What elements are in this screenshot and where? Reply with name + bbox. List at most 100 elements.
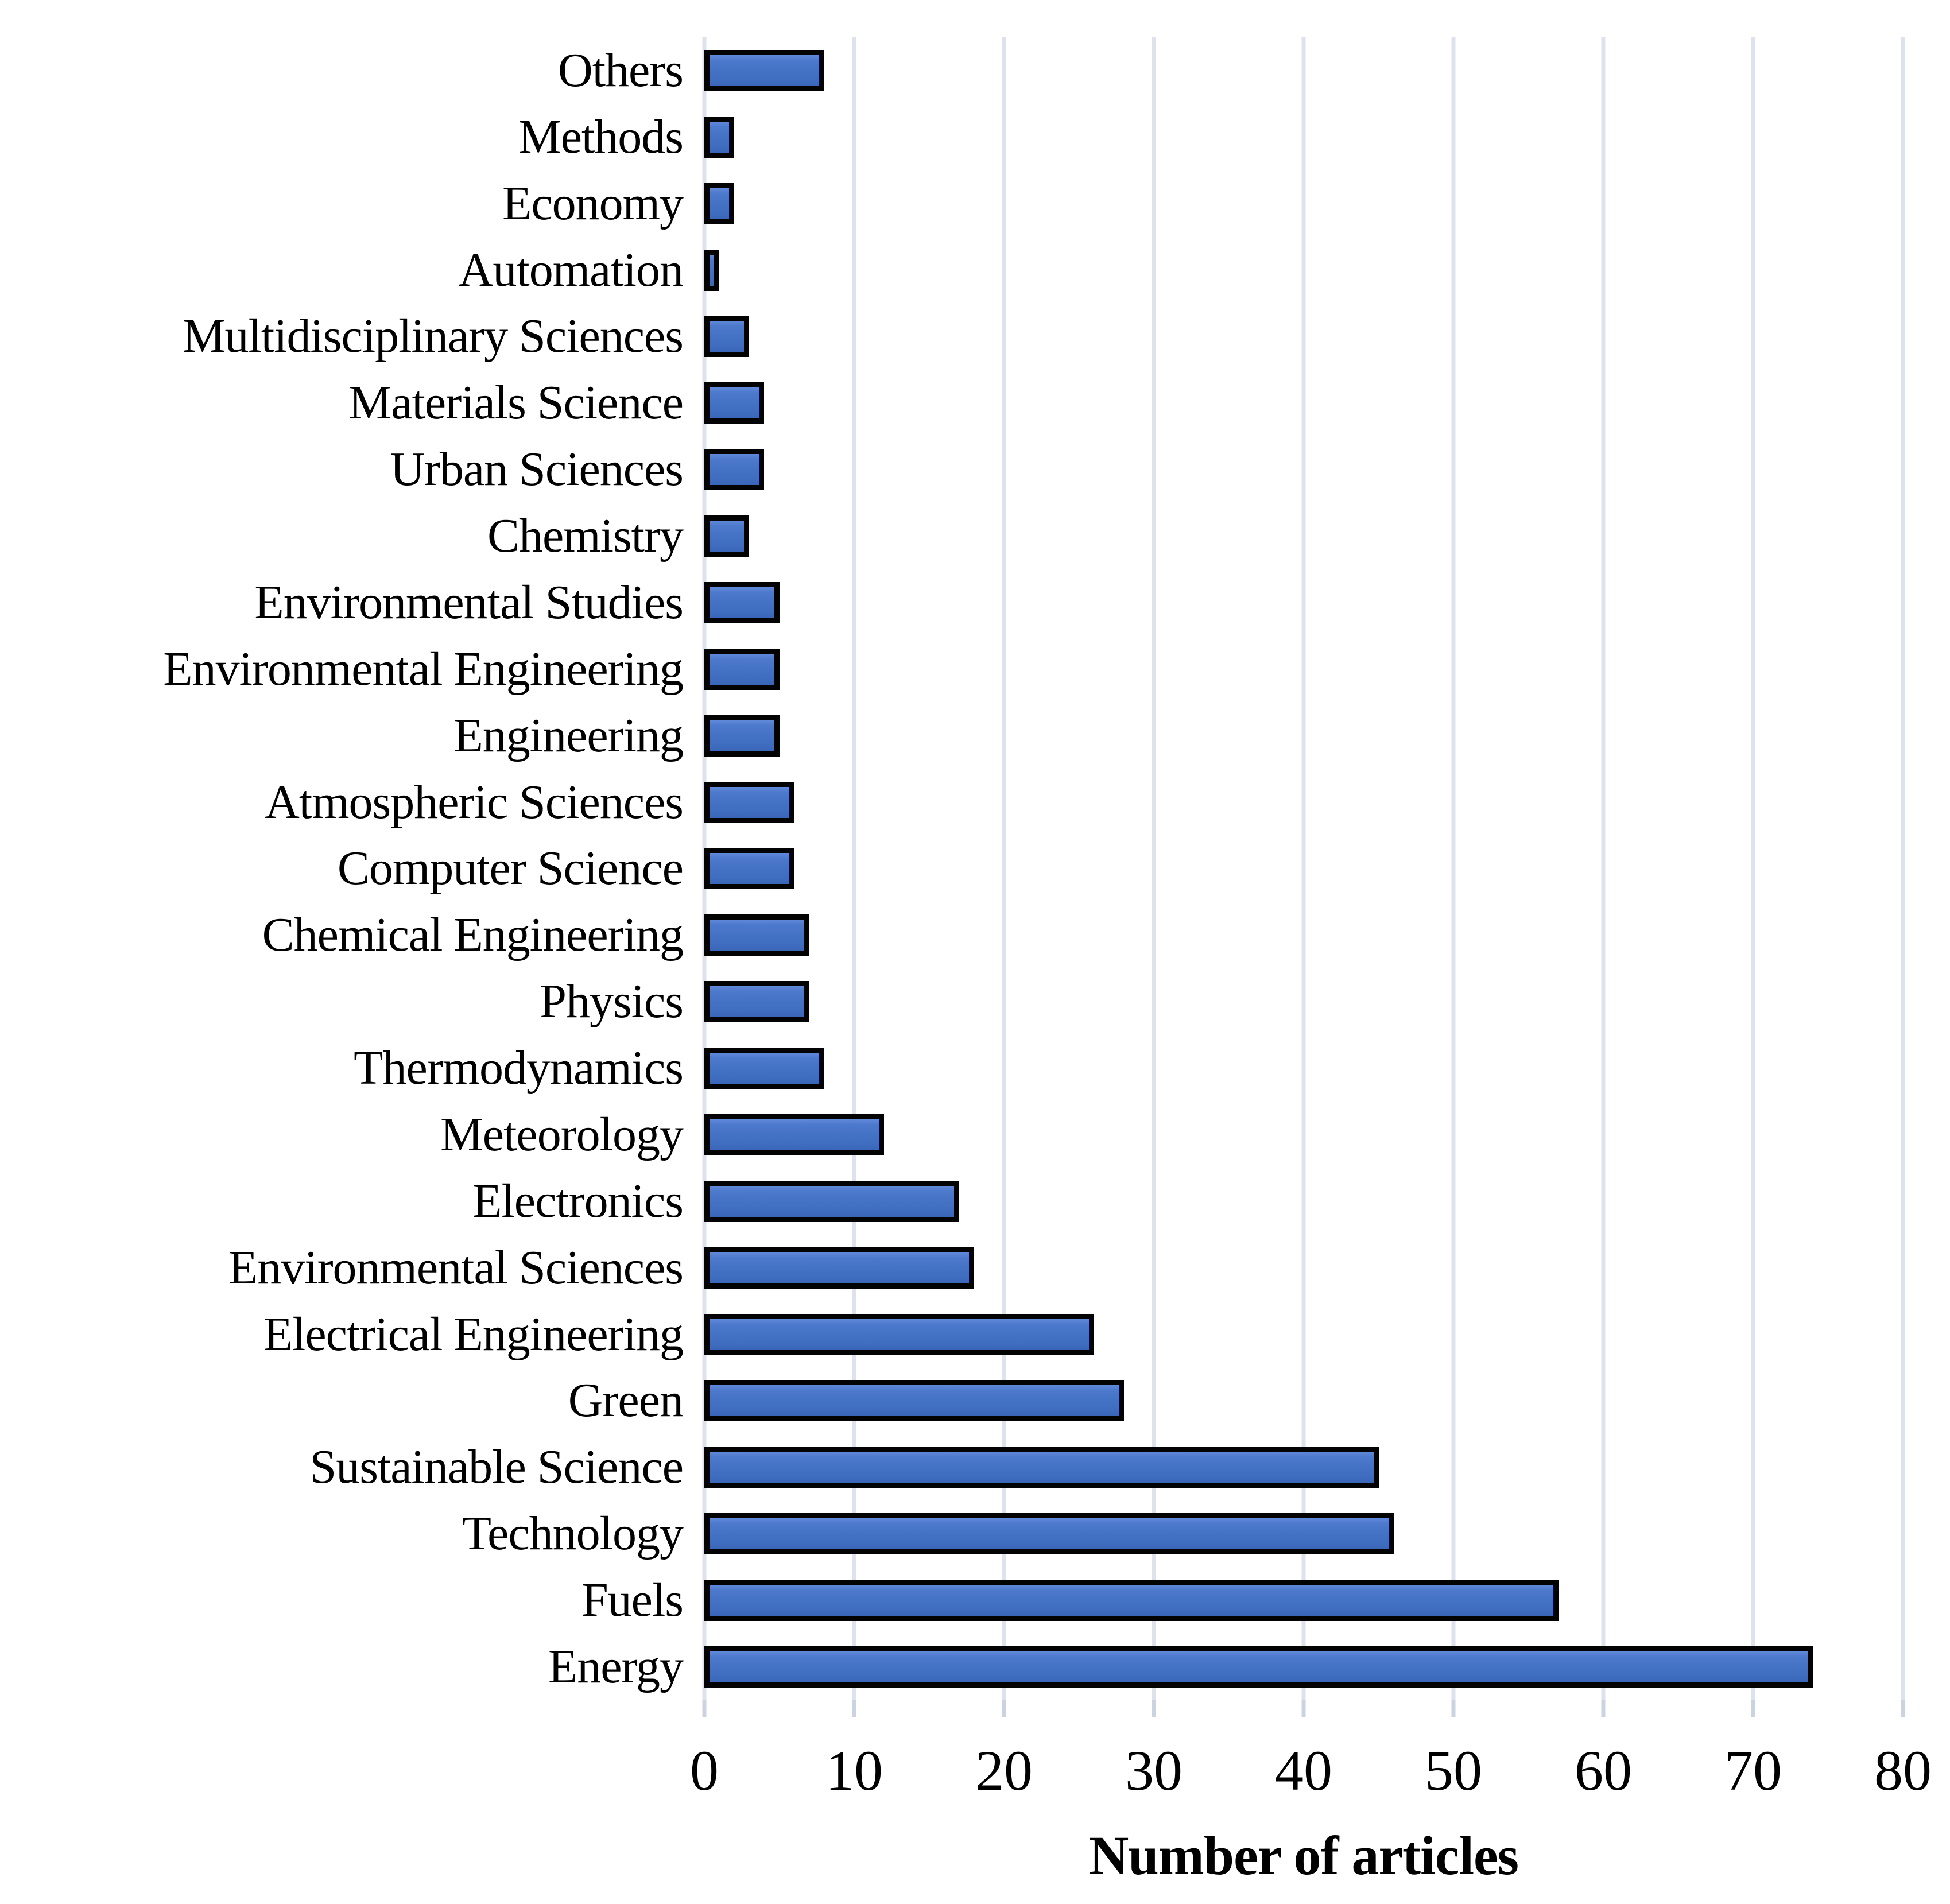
bar bbox=[704, 316, 750, 358]
bar bbox=[704, 648, 780, 690]
label-row: Chemistry bbox=[0, 503, 684, 569]
bar-row bbox=[704, 1235, 1903, 1301]
category-label: Urban Sciences bbox=[390, 443, 684, 497]
label-row: Others bbox=[0, 37, 684, 104]
label-row: Physics bbox=[0, 968, 684, 1035]
axis-tick-mark bbox=[852, 1700, 856, 1717]
bar-row bbox=[704, 1301, 1903, 1368]
axis-tick-mark bbox=[1301, 1700, 1306, 1717]
category-label: Engineering bbox=[453, 708, 684, 762]
label-row: Environmental Sciences bbox=[0, 1235, 684, 1301]
category-label: Environmental Studies bbox=[254, 575, 684, 629]
bar bbox=[704, 449, 765, 491]
category-label: Fuels bbox=[581, 1573, 684, 1627]
label-row: Sustainable Science bbox=[0, 1434, 684, 1500]
bar bbox=[704, 1380, 1124, 1422]
bar-row bbox=[704, 1035, 1903, 1102]
plot-area bbox=[702, 37, 1905, 1717]
label-row: Engineering bbox=[0, 703, 684, 769]
gridline bbox=[1002, 37, 1006, 1700]
label-row: Electronics bbox=[0, 1168, 684, 1235]
bar bbox=[704, 581, 780, 623]
label-row: Thermodynamics bbox=[0, 1035, 684, 1102]
label-row: Materials Science bbox=[0, 370, 684, 436]
gridline bbox=[1152, 37, 1156, 1700]
category-label: Chemical Engineering bbox=[262, 908, 684, 962]
category-label: Materials Science bbox=[348, 376, 684, 430]
bar-row bbox=[704, 170, 1903, 237]
bar-row bbox=[704, 370, 1903, 436]
gridline bbox=[1601, 37, 1606, 1700]
label-row: Chemical Engineering bbox=[0, 902, 684, 968]
bar-row bbox=[704, 37, 1903, 104]
bar bbox=[704, 981, 809, 1023]
bar bbox=[704, 515, 750, 557]
bar-row bbox=[704, 836, 1903, 902]
category-label: Environmental Sciences bbox=[228, 1240, 684, 1294]
x-axis-tick-label: 0 bbox=[690, 1739, 719, 1802]
bar bbox=[704, 1447, 1379, 1488]
category-label: Chemistry bbox=[487, 509, 684, 563]
bar-row bbox=[704, 104, 1903, 170]
axis-tick-mark bbox=[1751, 1700, 1755, 1717]
category-label: Methods bbox=[518, 110, 684, 164]
bars-column bbox=[704, 37, 1903, 1700]
axis-tick-mark bbox=[702, 1700, 707, 1717]
x-axis-tick-label: 80 bbox=[1874, 1739, 1932, 1802]
gridline bbox=[852, 37, 856, 1700]
category-label: Economy bbox=[502, 176, 684, 230]
label-row: Automation bbox=[0, 237, 684, 304]
category-label: Multidisciplinary Sciences bbox=[182, 309, 684, 363]
category-label: Computer Science bbox=[337, 842, 684, 895]
bar-row bbox=[704, 1634, 1903, 1700]
bar bbox=[704, 1580, 1559, 1622]
bar bbox=[704, 382, 765, 424]
label-row: Meteorology bbox=[0, 1102, 684, 1168]
label-row: Electrical Engineering bbox=[0, 1301, 684, 1368]
bar bbox=[704, 1646, 1813, 1688]
category-label: Atmospheric Sciences bbox=[265, 775, 684, 829]
label-row: Technology bbox=[0, 1500, 684, 1567]
bar-row bbox=[704, 1368, 1903, 1434]
bar-row bbox=[704, 902, 1903, 968]
x-axis-tick-label: 60 bbox=[1575, 1739, 1632, 1802]
bar-row bbox=[704, 968, 1903, 1035]
bar-row bbox=[704, 1500, 1903, 1567]
bar bbox=[704, 1513, 1394, 1555]
category-label: Sustainable Science bbox=[309, 1440, 684, 1494]
x-axis-tick-label: 30 bbox=[1125, 1739, 1183, 1802]
category-label: Physics bbox=[540, 975, 684, 1029]
label-row: Environmental Studies bbox=[0, 569, 684, 636]
bar-row bbox=[704, 1567, 1903, 1634]
label-row: Green bbox=[0, 1368, 684, 1434]
bar-row bbox=[704, 503, 1903, 569]
gridline bbox=[1451, 37, 1456, 1700]
bar bbox=[704, 1247, 974, 1289]
bar-row bbox=[704, 1168, 1903, 1235]
x-axis-tick-label: 10 bbox=[825, 1739, 883, 1802]
bar bbox=[704, 1114, 885, 1155]
x-axis-title: Number of articles bbox=[1088, 1825, 1519, 1886]
category-label: Green bbox=[568, 1374, 684, 1428]
bar bbox=[704, 781, 794, 823]
category-label: Others bbox=[558, 43, 684, 97]
bar-row bbox=[704, 237, 1903, 304]
bar-row bbox=[704, 703, 1903, 769]
bar bbox=[704, 1313, 1094, 1355]
label-row: Fuels bbox=[0, 1567, 684, 1634]
bar bbox=[704, 715, 780, 757]
category-label: Environmental Engineering bbox=[163, 642, 684, 696]
axis-tick-mark bbox=[1451, 1700, 1456, 1717]
gridline bbox=[1301, 37, 1306, 1700]
x-axis-tick-label: 50 bbox=[1425, 1739, 1482, 1802]
axis-tick-mark bbox=[1601, 1700, 1606, 1717]
bar-row bbox=[704, 1434, 1903, 1500]
category-labels-column: Others Methods Economy Automation Multidisci… bbox=[0, 37, 684, 1700]
bar bbox=[704, 49, 824, 91]
bar-row bbox=[704, 1102, 1903, 1168]
category-label: Electrical Engineering bbox=[263, 1307, 684, 1361]
label-row: Computer Science bbox=[0, 836, 684, 902]
axis-tick-mark bbox=[1901, 1700, 1905, 1717]
x-axis-tick-labels: 0 10 20 30 40 50 60 70 80 bbox=[690, 1739, 1932, 1817]
